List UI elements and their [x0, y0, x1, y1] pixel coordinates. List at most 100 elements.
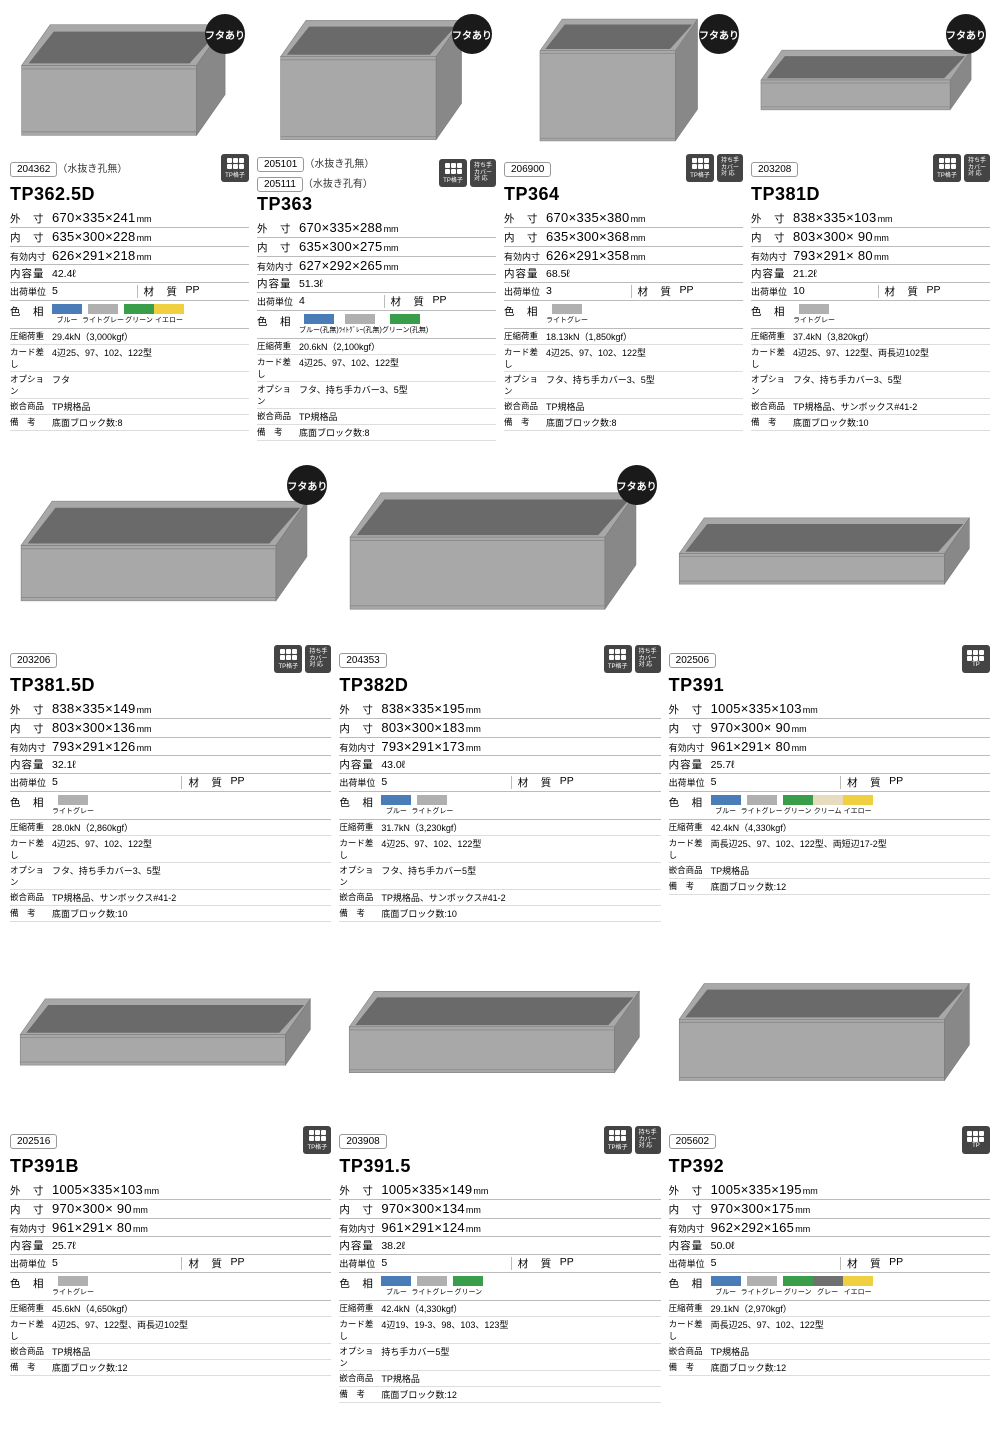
val-option: フタ、持ち手カバー3、5型 — [793, 373, 902, 397]
val-capacity: 25.7ℓ — [52, 1240, 76, 1252]
label-compat: 嵌合商品 — [257, 410, 299, 423]
label-option: オプション — [751, 373, 793, 397]
val-option: フタ — [52, 373, 70, 397]
tp-grid-icon: TP格子 — [274, 645, 302, 673]
label-effective: 有効内寸 — [339, 741, 381, 754]
label-capacity: 内容量 — [257, 276, 299, 291]
label-shipunit: 出荷単位 — [10, 776, 52, 789]
label-remark: 備 考 — [339, 1388, 381, 1401]
handle-cover-icon: 持ち手カバー対 応 — [635, 1126, 661, 1154]
val-capacity: 43.0ℓ — [381, 759, 405, 771]
val-remark: 底面ブロック数:8 — [52, 416, 123, 429]
label-remark: 備 考 — [10, 1361, 52, 1374]
product-code: 204353 — [339, 653, 386, 668]
label-remark: 備 考 — [10, 907, 52, 920]
val-material: PP — [927, 284, 941, 299]
val-outer: 838×335×149 — [52, 701, 136, 716]
label-card: カード差し — [10, 346, 52, 370]
val-material: PP — [230, 1256, 244, 1271]
val-outer: 670×335×241 — [52, 210, 136, 225]
label-capacity: 内容量 — [339, 1238, 381, 1253]
val-effective: 627×292×265 — [299, 258, 383, 273]
label-material: 材 質 — [518, 1256, 560, 1271]
label-compress: 圧縮荷重 — [257, 340, 299, 353]
label-shipunit: 出荷単位 — [669, 1257, 711, 1270]
label-shipunit: 出荷単位 — [10, 1257, 52, 1270]
val-compat: TP規格品、サンボックス#41-2 — [52, 891, 176, 904]
val-shipunit: 5 — [52, 1257, 58, 1270]
handle-cover-icon: 持ち手カバー対 応 — [964, 154, 990, 182]
model-name: TP364 — [504, 184, 743, 205]
label-compat: 嵌合商品 — [10, 891, 52, 904]
label-outer: 外 寸 — [257, 221, 299, 236]
label-compress: 圧縮荷重 — [339, 821, 381, 834]
label-inner: 内 寸 — [10, 230, 52, 245]
val-compress: 20.6kN（2,100kgf） — [299, 340, 380, 353]
val-shipunit: 5 — [381, 776, 387, 789]
product-code: 203908 — [339, 1134, 386, 1149]
product-code: 202506 — [669, 653, 716, 668]
label-compat: 嵌合商品 — [669, 864, 711, 877]
val-inner: 635×300×368 — [546, 229, 630, 244]
val-inner: 803×300× 90 — [793, 229, 873, 244]
product-card: 202506 TP TP391 外 寸1005×335×103mm 内 寸970… — [669, 461, 990, 922]
label-compat: 嵌合商品 — [751, 400, 793, 413]
val-remark: 底面ブロック数:10 — [52, 907, 128, 920]
code-note: （水抜き孔有） — [303, 179, 373, 190]
lid-badge: フタあり — [946, 14, 986, 54]
color-swatch: ライトグレー — [741, 795, 783, 816]
color-swatch: グリーン — [783, 1276, 813, 1297]
val-card: 4辺25、97、102、122型 — [546, 346, 646, 370]
val-capacity: 25.7ℓ — [711, 759, 735, 771]
val-compress: 31.7kN（3,230kgf） — [381, 821, 462, 834]
color-swatch: イエロー — [154, 304, 184, 325]
val-card: 4辺25、97、102、122型 — [52, 346, 152, 370]
tp-grid-icon: TP格子 — [439, 159, 467, 187]
val-shipunit: 3 — [546, 285, 552, 298]
lid-badge: フタあり — [205, 14, 245, 54]
val-material: PP — [230, 775, 244, 790]
val-remark: 底面ブロック数:8 — [546, 416, 617, 429]
label-material: 材 質 — [847, 775, 889, 790]
label-capacity: 内容量 — [10, 757, 52, 772]
label-effective: 有効内寸 — [751, 250, 793, 263]
label-shipunit: 出荷単位 — [751, 285, 793, 298]
val-remark: 底面ブロック数:8 — [299, 426, 370, 439]
label-effective: 有効内寸 — [669, 741, 711, 754]
color-swatch: ﾗｲﾄｸﾞﾚｰ(孔無) — [339, 314, 382, 335]
val-effective: 961×291× 80 — [52, 1220, 132, 1235]
color-swatch: ライトグレー — [411, 795, 453, 816]
color-swatch: グリーン — [453, 1276, 483, 1297]
label-outer: 外 寸 — [339, 1183, 381, 1198]
val-outer: 670×335×288 — [299, 220, 383, 235]
val-inner: 970×300×134 — [381, 1201, 465, 1216]
val-card: 4辺25、97、102、122型 — [299, 356, 399, 380]
label-effective: 有効内寸 — [339, 1222, 381, 1235]
val-outer: 838×335×195 — [381, 701, 465, 716]
product-code: 202516 — [10, 1134, 57, 1149]
label-inner: 内 寸 — [504, 230, 546, 245]
label-shipunit: 出荷単位 — [504, 285, 546, 298]
model-name: TP392 — [669, 1156, 990, 1177]
label-card: カード差し — [10, 1318, 52, 1342]
tp-grid-icon: TP — [962, 1126, 990, 1154]
color-swatch: ライトグレー — [411, 1276, 453, 1297]
model-name: TP382D — [339, 675, 660, 696]
val-effective: 626×291×358 — [546, 248, 630, 263]
label-inner: 内 寸 — [10, 1202, 52, 1217]
label-shipunit: 出荷単位 — [339, 776, 381, 789]
label-effective: 有効内寸 — [669, 1222, 711, 1235]
val-remark: 底面ブロック数:10 — [381, 907, 457, 920]
label-compat: 嵌合商品 — [339, 1372, 381, 1385]
label-capacity: 内容量 — [339, 757, 381, 772]
tp-grid-icon: TP格子 — [221, 154, 249, 182]
handle-cover-icon: 持ち手カバー対 応 — [717, 154, 743, 182]
label-inner: 内 寸 — [10, 721, 52, 736]
color-swatch: ライトグレー — [741, 1276, 783, 1297]
label-card: カード差し — [339, 837, 381, 861]
val-inner: 970×300× 90 — [52, 1201, 132, 1216]
product-card: フタあり 203208 TP格子持ち手カバー対 応 TP381D 外 寸838×… — [751, 10, 990, 441]
val-inner: 970×300×175 — [711, 1201, 795, 1216]
product-row: フタあり 203206 TP格子持ち手カバー対 応 TP381.5D 外 寸83… — [10, 461, 990, 922]
label-remark: 備 考 — [339, 907, 381, 920]
